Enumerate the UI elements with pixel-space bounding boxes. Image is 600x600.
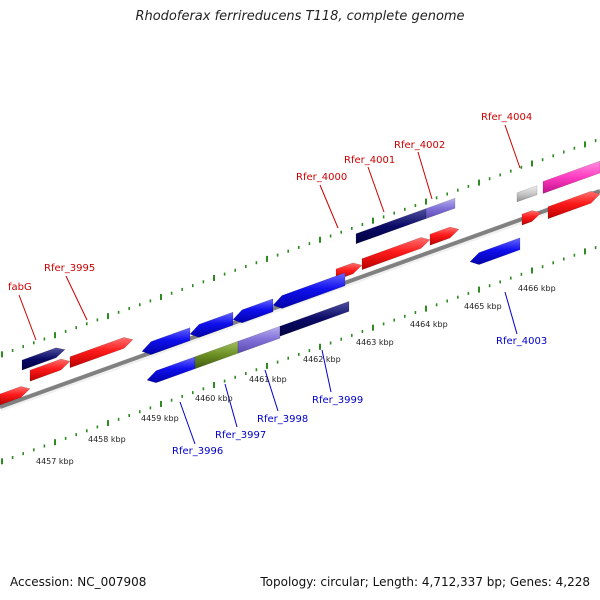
kbp-label: 4463 kbp <box>356 338 394 347</box>
gene-label[interactable]: Rfer_4003 <box>496 336 547 347</box>
label-leader-line <box>18 294 37 341</box>
gene-label[interactable]: fabG <box>8 282 32 293</box>
kbp-label: 4461 kbp <box>249 375 287 384</box>
gene-feature-forward <box>0 386 31 406</box>
kbp-label: 4458 kbp <box>88 435 126 444</box>
label-leader-line <box>224 383 238 428</box>
kbp-label: 4457 kbp <box>36 457 74 466</box>
gene-feature-cds <box>355 208 427 245</box>
label-leader-line <box>65 275 88 321</box>
gene-feature-reverse <box>272 272 346 309</box>
gene-feature-forward <box>547 190 600 220</box>
kbp-label: 4460 kbp <box>195 394 233 403</box>
gene-label[interactable]: Rfer_4001 <box>344 155 395 166</box>
gene-label[interactable]: Rfer_4004 <box>481 112 532 123</box>
genome-summary-text: Topology: circular; Length: 4,712,337 bp… <box>260 575 590 589</box>
gene-labels: fabG Rfer_3995 Rfer_4000 Rfer_4001 Rfer_… <box>8 112 547 457</box>
gene-label[interactable]: Rfer_3997 <box>215 430 266 441</box>
gene-label[interactable]: Rfer_3999 <box>312 395 363 406</box>
gene-feature-forward <box>521 210 542 226</box>
label-leader-line <box>179 401 196 445</box>
gene-features <box>0 160 600 406</box>
label-leader-line <box>367 166 385 213</box>
label-leader-line <box>319 184 339 229</box>
kbp-labels: 4457 kbp 4458 kbp 4459 kbp 4460 kbp 4461… <box>36 284 556 466</box>
genome-title: Rhodoferax ferrireducens T118, complete … <box>135 9 465 24</box>
kbp-label: 4466 kbp <box>518 284 556 293</box>
gene-feature-forward <box>361 237 431 271</box>
gene-feature-cds <box>21 347 66 371</box>
accession-text: Accession: NC_007908 <box>10 575 147 589</box>
label-leader-line <box>504 291 518 335</box>
gene-feature-reverse <box>189 311 234 338</box>
gene-feature-cds <box>194 340 239 370</box>
label-leader-line <box>504 124 521 169</box>
gene-feature-cds <box>542 160 600 194</box>
gene-feature-cds <box>425 197 456 219</box>
gene-feature-reverse <box>469 237 521 265</box>
kbp-label: 4464 kbp <box>410 320 448 329</box>
label-leader-line <box>321 349 332 393</box>
gene-label[interactable]: Rfer_3998 <box>257 414 308 425</box>
scale-ticks <box>1 139 597 465</box>
kbp-label: 4462 kbp <box>303 355 341 364</box>
gene-label[interactable]: Rfer_3996 <box>172 446 223 457</box>
kbp-label: 4465 kbp <box>464 302 502 311</box>
label-leader-line <box>417 151 433 200</box>
gene-label[interactable]: Rfer_4000 <box>296 172 347 183</box>
gene-feature-forward <box>429 226 460 246</box>
gene-feature-forward <box>69 337 134 369</box>
label-leader-line <box>264 369 279 412</box>
label-leaders <box>18 124 521 445</box>
gene-label[interactable]: Rfer_3995 <box>44 263 95 274</box>
gene-label[interactable]: Rfer_4002 <box>394 140 445 151</box>
gene-feature-forward <box>29 358 71 382</box>
kbp-label: 4459 kbp <box>141 414 179 423</box>
gene-feature-cds <box>279 301 350 337</box>
gene-feature-reverse <box>146 356 196 384</box>
gene-feature-cds <box>237 325 281 354</box>
gene-feature-cds <box>516 185 538 203</box>
